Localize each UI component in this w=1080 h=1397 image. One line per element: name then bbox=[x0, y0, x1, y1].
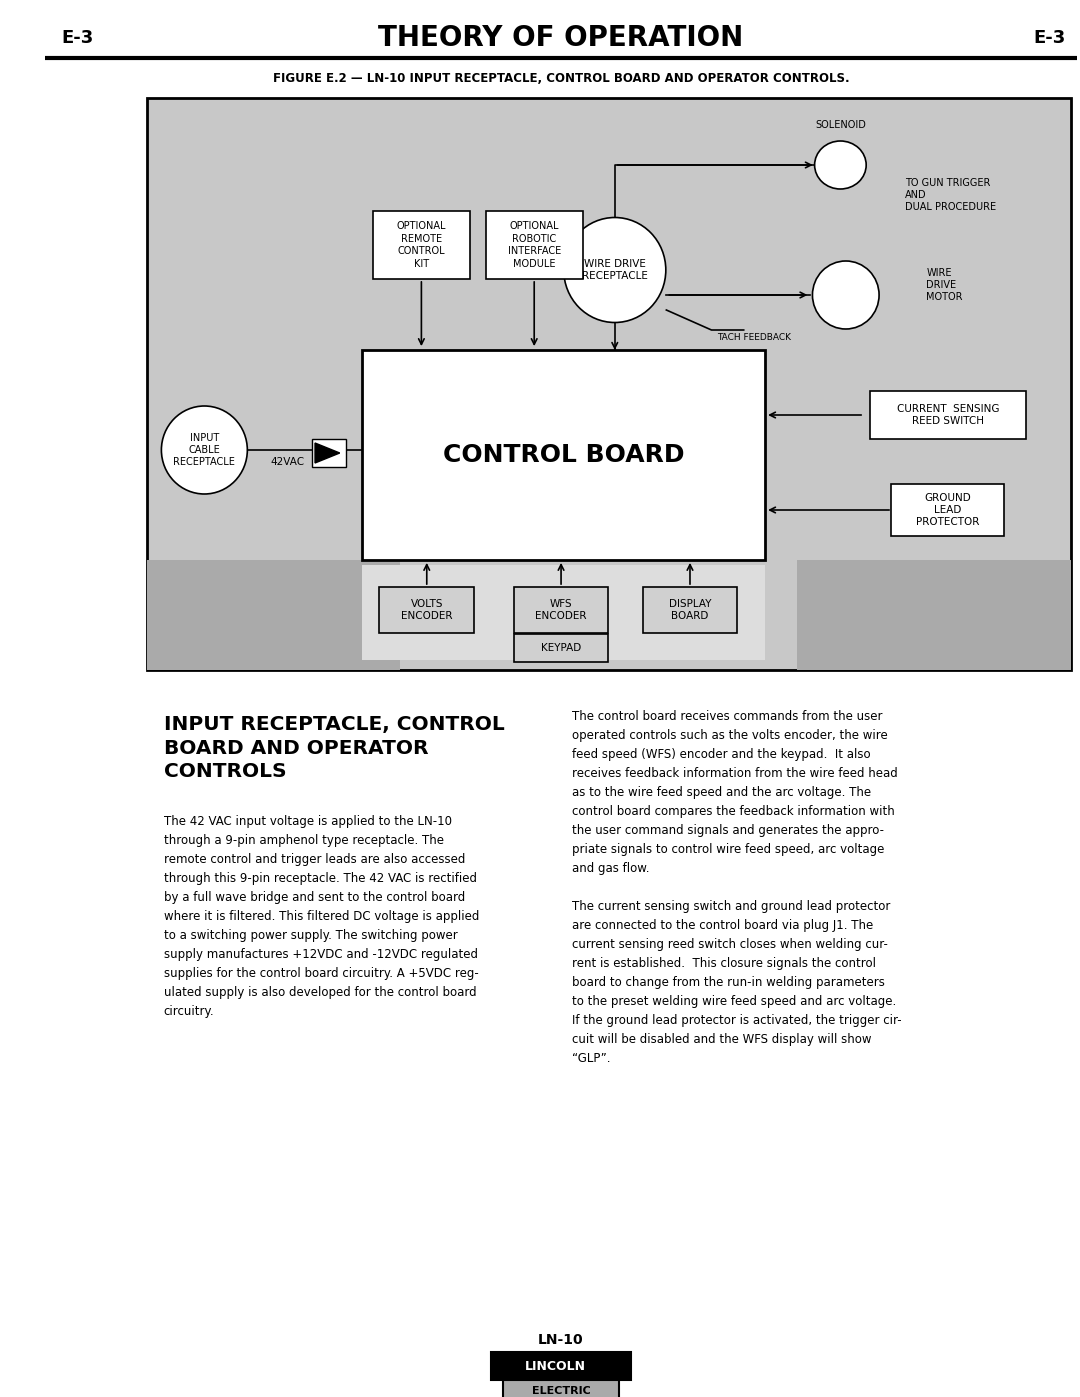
Text: INPUT RECEPTACLE, CONTROL
BOARD AND OPERATOR
CONTROLS: INPUT RECEPTACLE, CONTROL BOARD AND OPER… bbox=[163, 715, 504, 781]
Text: TACH FEEDBACK: TACH FEEDBACK bbox=[717, 334, 791, 342]
Text: GROUND
LEAD
PROTECTOR: GROUND LEAD PROTECTOR bbox=[916, 493, 980, 528]
Bar bbox=[514, 634, 608, 662]
Text: The 42 VAC input voltage is applied to the LN-10
through a 9-pin amphenol type r: The 42 VAC input voltage is applied to t… bbox=[163, 814, 478, 1018]
Bar bbox=[312, 439, 347, 467]
Text: Return to Section TOC: Return to Section TOC bbox=[6, 483, 15, 578]
Text: Return to Section TOC: Return to Section TOC bbox=[6, 1154, 15, 1249]
Bar bbox=[643, 587, 738, 633]
Text: Return to Section TOC: Return to Section TOC bbox=[6, 162, 15, 257]
Text: CONTROL BOARD: CONTROL BOARD bbox=[443, 443, 685, 467]
Bar bbox=[870, 391, 1026, 439]
Text: SOLENOID: SOLENOID bbox=[815, 120, 866, 130]
Text: ®: ® bbox=[617, 1355, 624, 1363]
Text: CURRENT  SENSING
REED SWITCH: CURRENT SENSING REED SWITCH bbox=[896, 404, 999, 426]
Text: TO GUN TRIGGER
AND
DUAL PROCEDURE: TO GUN TRIGGER AND DUAL PROCEDURE bbox=[905, 177, 996, 212]
Bar bbox=[373, 211, 470, 279]
Bar bbox=[503, 1380, 619, 1397]
Text: FIGURE E.2 — LN-10 INPUT RECEPTACLE, CONTROL BOARD AND OPERATOR CONTROLS.: FIGURE E.2 — LN-10 INPUT RECEPTACLE, CON… bbox=[273, 71, 849, 84]
Text: LN-10: LN-10 bbox=[538, 1333, 584, 1347]
Text: VOLTS
ENCODER: VOLTS ENCODER bbox=[401, 599, 453, 622]
Text: Return to Master TOC: Return to Master TOC bbox=[28, 162, 37, 257]
Bar bbox=[362, 351, 766, 560]
Text: Return to Section TOC: Return to Section TOC bbox=[6, 819, 15, 914]
Text: Return to Master TOC: Return to Master TOC bbox=[28, 483, 37, 578]
Text: WFS
ENCODER: WFS ENCODER bbox=[536, 599, 586, 622]
Bar bbox=[797, 560, 1071, 671]
Bar bbox=[148, 98, 1071, 671]
Bar bbox=[379, 587, 474, 633]
Text: Return to Master TOC: Return to Master TOC bbox=[28, 819, 37, 914]
Polygon shape bbox=[315, 443, 340, 462]
Ellipse shape bbox=[161, 407, 247, 495]
Text: OPTIONAL
ROBOTIC
INTERFACE
MODULE: OPTIONAL ROBOTIC INTERFACE MODULE bbox=[508, 221, 561, 268]
Text: The control board receives commands from the user
operated controls such as the : The control board receives commands from… bbox=[571, 710, 902, 1065]
Text: ELECTRIC: ELECTRIC bbox=[531, 1386, 591, 1396]
Text: E-3: E-3 bbox=[62, 29, 94, 47]
Text: E-3: E-3 bbox=[1034, 29, 1066, 47]
Text: 42VAC: 42VAC bbox=[270, 457, 305, 467]
Text: WIRE
DRIVE
MOTOR: WIRE DRIVE MOTOR bbox=[927, 268, 963, 302]
Bar bbox=[891, 483, 1004, 536]
Text: OPTIONAL
REMOTE
CONTROL
KIT: OPTIONAL REMOTE CONTROL KIT bbox=[396, 221, 446, 268]
Bar bbox=[491, 1352, 631, 1380]
Text: THEORY OF OPERATION: THEORY OF OPERATION bbox=[378, 24, 744, 52]
Text: KEYPAD: KEYPAD bbox=[541, 643, 581, 652]
Ellipse shape bbox=[814, 141, 866, 189]
Text: LINCOLN: LINCOLN bbox=[525, 1359, 586, 1372]
Text: DISPLAY
BOARD: DISPLAY BOARD bbox=[669, 599, 712, 622]
Ellipse shape bbox=[564, 218, 665, 323]
Ellipse shape bbox=[812, 261, 879, 330]
Text: INPUT
CABLE
RECEPTACLE: INPUT CABLE RECEPTACLE bbox=[174, 433, 235, 468]
Bar bbox=[362, 564, 766, 659]
Bar bbox=[514, 587, 608, 633]
Text: WIRE DRIVE
RECEPTACLE: WIRE DRIVE RECEPTACLE bbox=[582, 258, 648, 281]
Bar bbox=[148, 560, 400, 671]
Bar bbox=[486, 211, 582, 279]
Text: Return to Master TOC: Return to Master TOC bbox=[28, 1154, 37, 1249]
